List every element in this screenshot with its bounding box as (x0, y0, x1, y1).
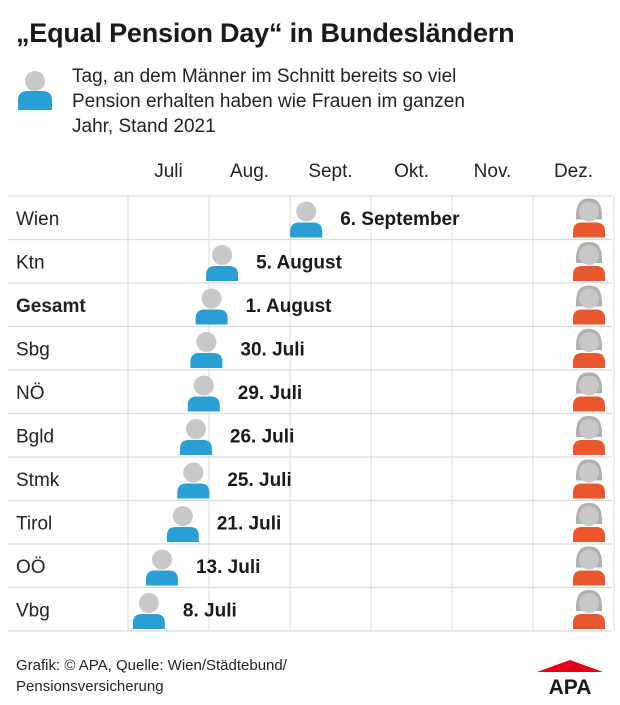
row-label: Ktn (16, 252, 45, 273)
female-marker (573, 372, 605, 412)
female-marker (573, 546, 605, 586)
subtitle-line: Pension erhalten haben wie Frauen im gan… (72, 91, 465, 112)
subtitle-line: Tag, an dem Männer im Schnitt bereits so… (72, 66, 457, 87)
male-marker (132, 593, 165, 629)
apa-logo: APA (537, 660, 603, 698)
male-marker (190, 332, 223, 368)
row-label: Stmk (16, 470, 60, 491)
apa-logo-text: APA (549, 676, 592, 698)
subtitle-line: Jahr, Stand 2021 (72, 116, 216, 137)
male-marker (179, 419, 212, 455)
male-marker (206, 245, 239, 281)
date-label: 13. Juli (196, 557, 260, 578)
male-marker (187, 375, 220, 412)
male-marker (195, 288, 228, 325)
female-marker (573, 328, 605, 368)
female-marker (573, 459, 605, 499)
female-marker (573, 589, 605, 629)
source-line: Grafik: © APA, Quelle: Wien/Städtebund/ (16, 657, 287, 674)
male-marker (145, 549, 178, 586)
row-label: Bgld (16, 426, 54, 447)
month-tick-label: Nov. (474, 161, 512, 182)
month-tick-label: Sept. (308, 161, 352, 182)
female-marker (573, 285, 605, 325)
month-tick-label: Dez. (554, 161, 593, 182)
row-label: NÖ (16, 383, 45, 404)
male-marker (290, 201, 323, 238)
female-marker (573, 241, 605, 281)
month-tick-label: Aug. (230, 161, 269, 182)
source-line: Pensionsversicherung (16, 678, 164, 695)
male-marker (166, 506, 199, 542)
month-tick-label: Juli (154, 161, 183, 182)
date-label: 30. Juli (240, 339, 304, 360)
row-label: Sbg (16, 339, 50, 360)
female-marker (573, 415, 605, 455)
chart-subtitle: Tag, an dem Männer im Schnitt bereits so… (72, 64, 592, 139)
date-label: 1. August (246, 296, 333, 317)
female-marker (573, 198, 605, 238)
row-label: OÖ (16, 557, 46, 578)
row-label: Tirol (16, 513, 52, 534)
row-label: Vbg (16, 600, 50, 621)
month-tick-label: Okt. (394, 161, 429, 182)
chart-title: „Equal Pension Day“ in Bundesländern (16, 18, 515, 48)
date-label: 21. Juli (217, 513, 281, 534)
date-label: 5. August (256, 252, 343, 273)
male-person-icon (18, 71, 52, 110)
date-label: 25. Juli (227, 470, 291, 491)
date-label: 6. September (340, 209, 460, 230)
row-label: Gesamt (16, 296, 86, 317)
female-marker (573, 502, 605, 542)
row-label: Wien (16, 209, 59, 230)
date-label: 26. Juli (230, 426, 294, 447)
date-label: 29. Juli (238, 383, 302, 404)
male-marker (177, 462, 210, 499)
source-note: Grafik: © APA, Quelle: Wien/Städtebund/ … (16, 655, 287, 697)
date-label: 8. Juli (183, 600, 237, 621)
